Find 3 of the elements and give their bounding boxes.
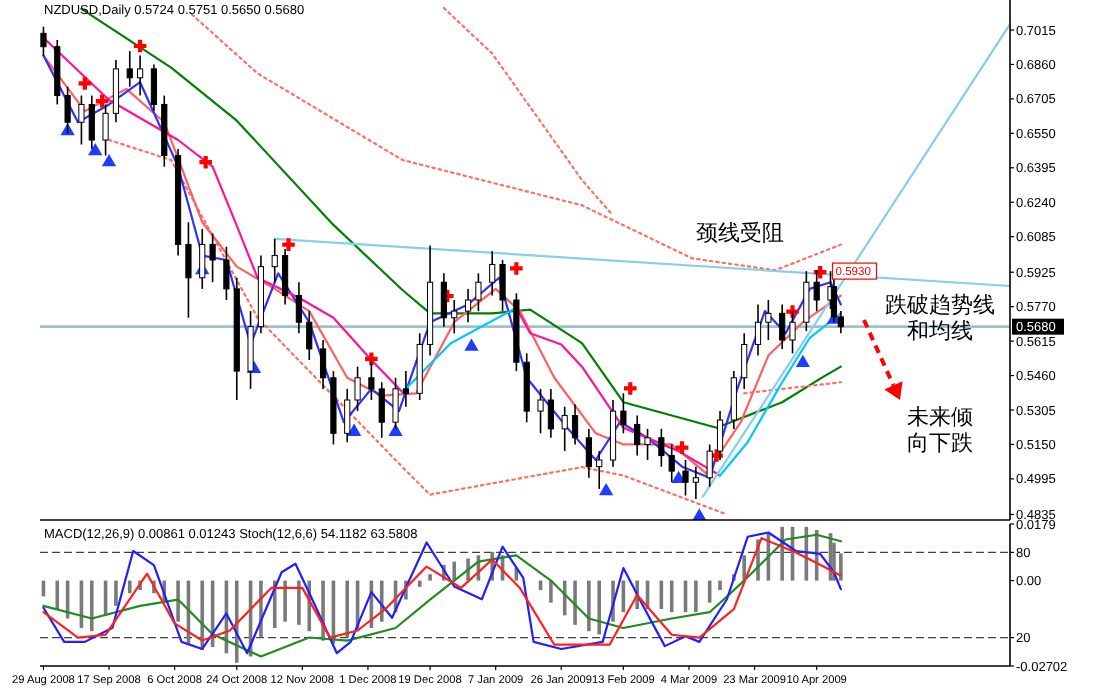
annotation: 跌破趋势线和均线	[885, 291, 995, 344]
annotation: 颈线受阻	[696, 219, 784, 246]
annotation: 未来倾向下跌	[907, 403, 973, 456]
